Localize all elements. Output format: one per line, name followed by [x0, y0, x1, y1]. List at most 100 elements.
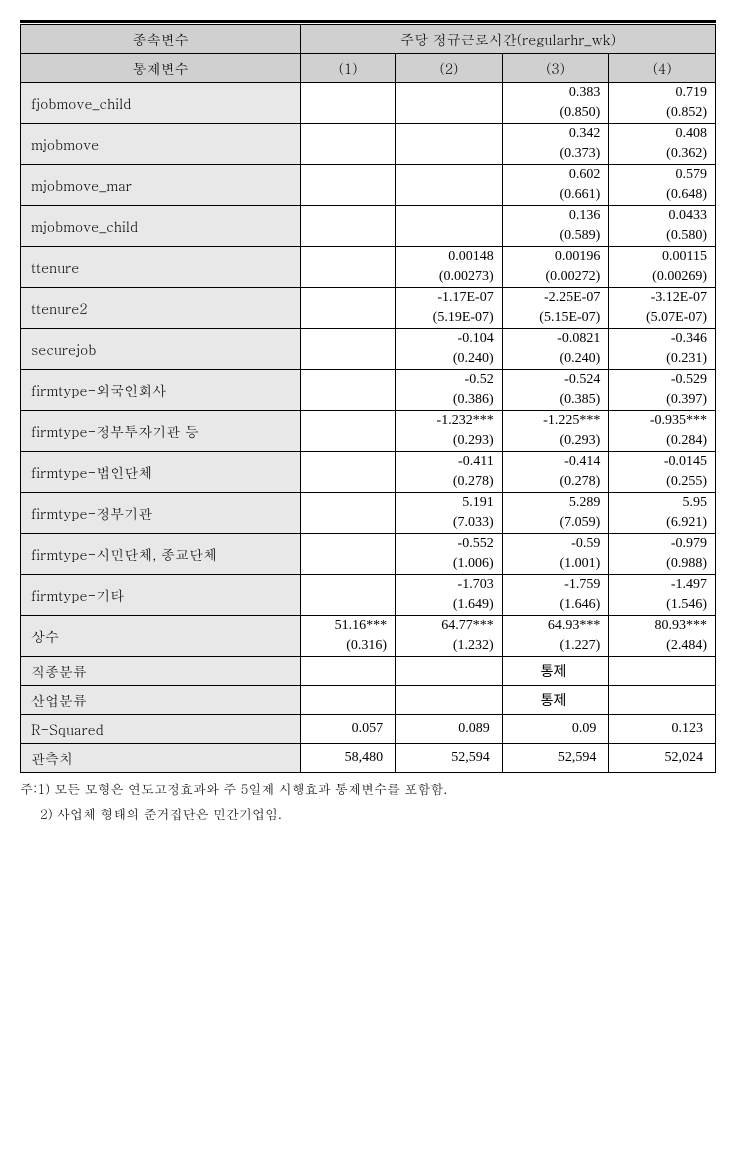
table-row: firmtype-정부투자기관 등-1.232***-1.225***-0.93… [21, 411, 716, 432]
coefficient-value: 51.16*** [301, 616, 396, 637]
table-row: ttenure0.001480.001960.00115 [21, 247, 716, 268]
standard-error-value [301, 308, 396, 329]
standard-error-value [301, 431, 396, 452]
row-label: firmtype-정부투자기관 등 [21, 411, 301, 452]
table-row: mjobmove_child0.1360.0433 [21, 206, 716, 227]
standard-error-value: (0.240) [396, 349, 503, 370]
coefficient-value: 64.77*** [396, 616, 503, 637]
coefficient-value: -1.497 [609, 575, 716, 596]
summary-value [301, 686, 396, 715]
standard-error-value [396, 185, 503, 206]
coefficient-value: 80.93*** [609, 616, 716, 637]
summary-value: 52,594 [502, 744, 609, 773]
standard-error-value: (5.15E-07) [502, 308, 609, 329]
coefficient-value: -0.411 [396, 452, 503, 473]
coefficient-value: -1.225*** [502, 411, 609, 432]
standard-error-value: (0.231) [609, 349, 716, 370]
table-row: 산업분류통제 [21, 686, 716, 715]
row-label: firmtype-기타 [21, 575, 301, 616]
standard-error-value: (0.386) [396, 390, 503, 411]
summary-value [609, 657, 716, 686]
coefficient-value [301, 165, 396, 186]
coefficient-value: 0.579 [609, 165, 716, 186]
standard-error-value: (5.07E-07) [609, 308, 716, 329]
coefficient-value: 0.136 [502, 206, 609, 227]
standard-error-value [301, 144, 396, 165]
summary-value: 52,024 [609, 744, 716, 773]
table-row: mjobmove0.3420.408 [21, 124, 716, 145]
header-row-1: 종속변수 주당 정규근로시간(regularhr_wk) [21, 24, 716, 54]
coefficient-value: -0.59 [502, 534, 609, 555]
coefficient-value [301, 329, 396, 350]
standard-error-value: (0.293) [502, 431, 609, 452]
standard-error-value: (0.278) [396, 472, 503, 493]
coefficient-value [301, 370, 396, 391]
standard-error-value: (1.006) [396, 554, 503, 575]
coefficient-value [301, 575, 396, 596]
row-label: mjobmove [21, 124, 301, 165]
standard-error-value [301, 472, 396, 493]
col-3-header: (3) [502, 54, 609, 83]
coefficient-value [396, 206, 503, 227]
table-row: 관측치58,48052,59452,59452,024 [21, 744, 716, 773]
table-row: firmtype-시민단체, 종교단체-0.552-0.59-0.979 [21, 534, 716, 555]
standard-error-value: (0.850) [502, 103, 609, 124]
standard-error-value [301, 390, 396, 411]
standard-error-value [301, 595, 396, 616]
standard-error-value: (0.852) [609, 103, 716, 124]
coefficient-value: -1.703 [396, 575, 503, 596]
summary-value: 0.057 [301, 715, 396, 744]
coefficient-value [301, 206, 396, 227]
summary-value [396, 686, 503, 715]
coefficient-value [301, 493, 396, 514]
row-label: securejob [21, 329, 301, 370]
standard-error-value: (0.661) [502, 185, 609, 206]
table-row: firmtype-법인단체-0.411-0.414-0.0145 [21, 452, 716, 473]
standard-error-value: (0.00272) [502, 267, 609, 288]
row-label: mjobmove_mar [21, 165, 301, 206]
standard-error-value: (5.19E-07) [396, 308, 503, 329]
coefficient-value: 0.00115 [609, 247, 716, 268]
summary-value: 0.09 [502, 715, 609, 744]
note-1: 주:1) 모든 모형은 연도고정효과와 주 5일제 시행효과 통제변수를 포함함… [20, 779, 716, 798]
table-row: firmtype-기타-1.703-1.759-1.497 [21, 575, 716, 596]
row-label: ttenure2 [21, 288, 301, 329]
coefficient-value: -0.346 [609, 329, 716, 350]
coefficient-value: -0.935*** [609, 411, 716, 432]
col-4-header: (4) [609, 54, 716, 83]
standard-error-value [301, 103, 396, 124]
table-row: firmtype-외국인회사-0.52-0.524-0.529 [21, 370, 716, 391]
coefficient-value: -0.0821 [502, 329, 609, 350]
row-label: R-Squared [21, 715, 301, 744]
coefficient-value: -1.759 [502, 575, 609, 596]
standard-error-value: (0.988) [609, 554, 716, 575]
coefficient-value: -0.524 [502, 370, 609, 391]
coefficient-value: -0.0145 [609, 452, 716, 473]
coefficient-value [396, 124, 503, 145]
summary-value: 52,594 [396, 744, 503, 773]
coefficient-value: 5.289 [502, 493, 609, 514]
standard-error-value [301, 554, 396, 575]
dependent-var-value: 주당 정규근로시간(regularhr_wk) [301, 24, 716, 54]
coefficient-value [301, 247, 396, 268]
standard-error-value [396, 103, 503, 124]
coefficient-value: 0.00196 [502, 247, 609, 268]
table-row: firmtype-정부기관5.1915.2895.95 [21, 493, 716, 514]
row-label: firmtype-법인단체 [21, 452, 301, 493]
standard-error-value [301, 513, 396, 534]
table-row: 직종분류통제 [21, 657, 716, 686]
standard-error-value: (1.546) [609, 595, 716, 616]
row-label: 산업분류 [21, 686, 301, 715]
standard-error-value: (0.316) [301, 636, 396, 657]
table-row: 상수51.16***64.77***64.93***80.93*** [21, 616, 716, 637]
row-label: firmtype-정부기관 [21, 493, 301, 534]
coefficient-value [301, 288, 396, 309]
standard-error-value: (1.646) [502, 595, 609, 616]
standard-error-value: (0.362) [609, 144, 716, 165]
standard-error-value [301, 226, 396, 247]
standard-error-value: (0.385) [502, 390, 609, 411]
standard-error-value: (1.001) [502, 554, 609, 575]
coefficient-value: -0.414 [502, 452, 609, 473]
col-2-header: (2) [396, 54, 503, 83]
coefficient-value: 0.602 [502, 165, 609, 186]
